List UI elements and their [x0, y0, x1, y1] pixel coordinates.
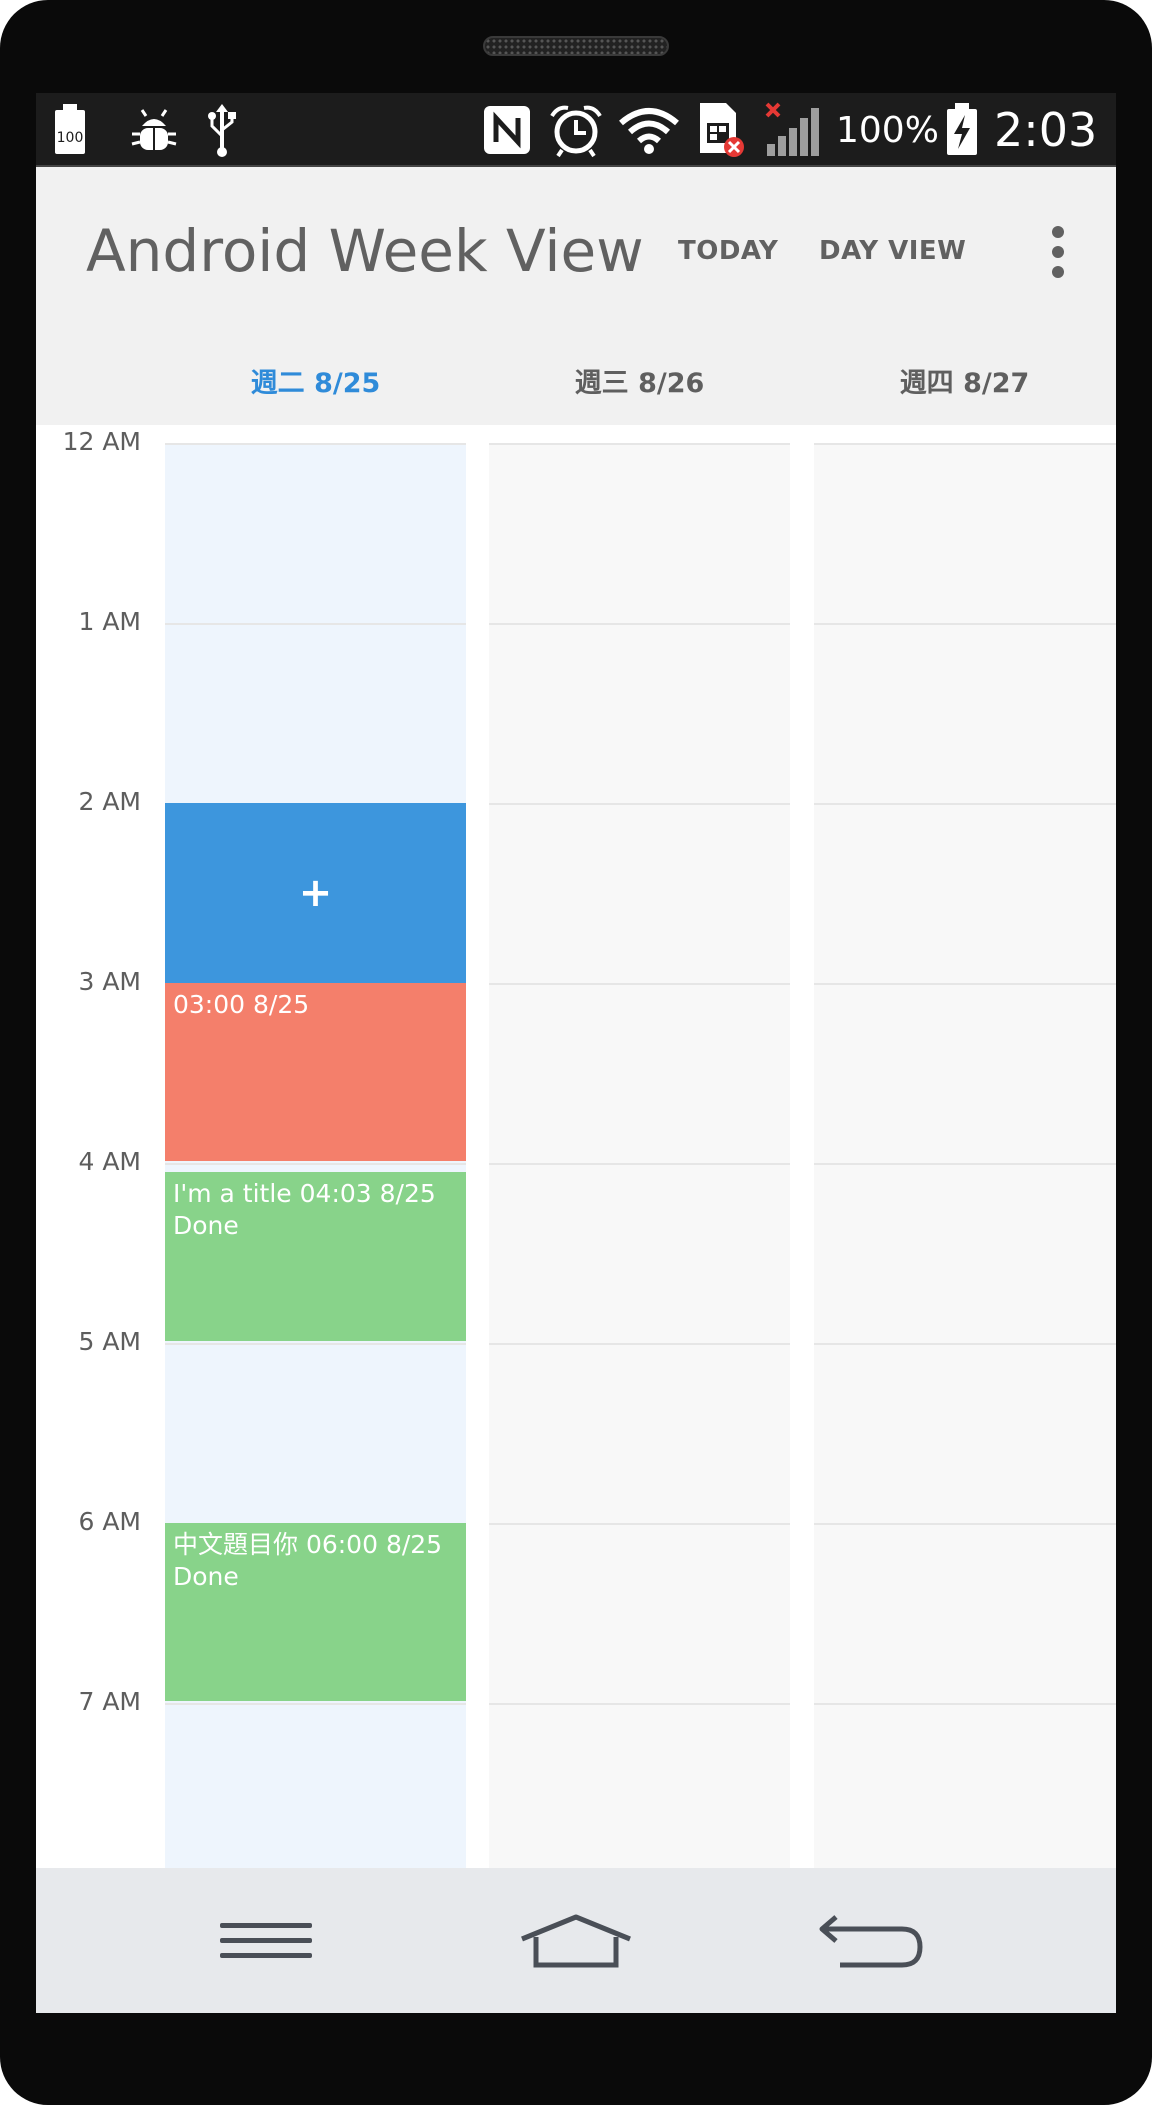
- system-nav-bar: [36, 1868, 1116, 2013]
- new-event-placeholder[interactable]: +: [165, 803, 466, 983]
- today-button[interactable]: TODAY: [678, 236, 779, 266]
- event-title: 中文題目你 06:00 8/25: [173, 1530, 443, 1559]
- battery-percent: 100%: [836, 109, 939, 151]
- battery-charging-icon: [942, 93, 982, 167]
- day-view-button[interactable]: DAY VIEW: [819, 236, 967, 266]
- sim-error-icon: [696, 93, 746, 167]
- add-event-plus: +: [298, 870, 333, 916]
- speaker-grille: [483, 36, 669, 56]
- hour-label: 2 AM: [78, 787, 141, 816]
- back-icon[interactable]: [816, 1868, 926, 2013]
- status-bar: 100: [36, 93, 1116, 167]
- day-column-thu[interactable]: [814, 443, 1116, 1868]
- hour-label: 6 AM: [78, 1507, 141, 1536]
- signal-no-service-icon: [762, 93, 826, 167]
- debug-bug-icon: [126, 93, 182, 167]
- event-title: I'm a title 04:03 8/25: [173, 1179, 436, 1208]
- hour-label: 4 AM: [78, 1147, 141, 1176]
- wifi-icon: [616, 93, 682, 167]
- battery-badge-text: 100: [57, 130, 84, 146]
- day-header-wed[interactable]: 週三 8/26: [574, 367, 705, 399]
- battery-100-icon: 100: [50, 93, 90, 167]
- home-icon[interactable]: [516, 1868, 636, 2013]
- app-toolbar: Android Week View TODAY DAY VIEW: [36, 167, 1116, 335]
- day-header-tue[interactable]: 週二 8/25: [250, 367, 381, 399]
- hour-label: 12 AM: [62, 427, 141, 456]
- event-block[interactable]: 03:00 8/25: [165, 983, 466, 1161]
- hour-label: 1 AM: [78, 607, 141, 636]
- hour-label: 5 AM: [78, 1327, 141, 1356]
- usb-icon: [204, 93, 240, 167]
- day-header-thu[interactable]: 週四 8/27: [899, 367, 1030, 399]
- week-grid[interactable]: 12 AM 1 AM 2 AM 3 AM 4 AM 5 AM 6 AM 7 AM…: [36, 425, 1116, 1868]
- event-block[interactable]: I'm a title 04:03 8/25 Done: [165, 1172, 466, 1341]
- hour-label: 3 AM: [78, 967, 141, 996]
- event-status: Done: [173, 1211, 239, 1240]
- day-header-row: 週二 8/25 週三 8/26 週四 8/27: [36, 335, 1116, 425]
- event-title: 03:00 8/25: [173, 990, 310, 1019]
- menu-icon[interactable]: [216, 1868, 316, 2013]
- alarm-clock-icon: [548, 93, 604, 167]
- app-title: Android Week View: [86, 217, 644, 285]
- event-block[interactable]: 中文題目你 06:00 8/25 Done: [165, 1523, 466, 1701]
- event-status: Done: [173, 1562, 239, 1591]
- more-vertical-icon[interactable]: [1036, 222, 1080, 282]
- screen: 100: [36, 93, 1116, 2013]
- nfc-icon: [480, 93, 534, 167]
- clock-time: 2:03: [994, 103, 1098, 157]
- day-column-wed[interactable]: [489, 443, 790, 1868]
- hour-label: 7 AM: [78, 1687, 141, 1716]
- day-column-tue[interactable]: +03:00 8/25 I'm a title 04:03 8/25 Done 中文題…: [165, 443, 466, 1868]
